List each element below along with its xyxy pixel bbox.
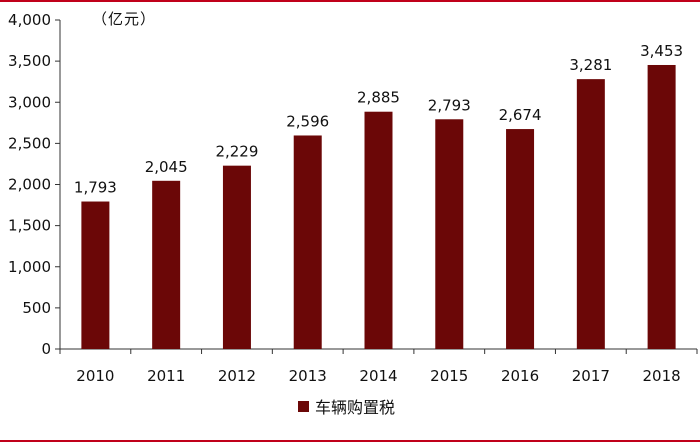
data-label: 1,793 xyxy=(74,179,117,197)
data-label: 3,453 xyxy=(640,42,683,60)
bar xyxy=(435,119,464,349)
data-label: 2,229 xyxy=(215,143,258,161)
unit-label: （亿元） xyxy=(92,10,157,28)
legend-label: 车辆购置税 xyxy=(315,398,396,417)
data-label: 3,281 xyxy=(569,56,612,74)
data-label: 2,885 xyxy=(357,89,400,107)
top-border-line xyxy=(0,0,700,2)
legend: 车辆购置税 xyxy=(298,394,395,418)
y-tick-label: 2,000 xyxy=(8,176,51,194)
x-tick-label: 2013 xyxy=(289,367,327,385)
y-tick-label: 1,000 xyxy=(8,258,51,276)
x-tick-label: 2018 xyxy=(643,367,681,385)
legend-swatch xyxy=(298,400,309,412)
data-label: 2,596 xyxy=(286,112,329,130)
bar xyxy=(364,111,393,350)
x-tick-label: 2015 xyxy=(430,367,468,385)
y-tick-label: 1,500 xyxy=(8,217,51,235)
y-tick-label: 2,500 xyxy=(8,134,51,152)
y-tick-label: 0 xyxy=(41,340,51,358)
y-tick-label: 500 xyxy=(22,299,51,317)
x-tick-label: 2010 xyxy=(76,367,114,385)
x-tick-label: 2016 xyxy=(501,367,539,385)
y-tick-label: 4,000 xyxy=(8,11,51,29)
bar xyxy=(222,165,251,349)
bar xyxy=(152,180,181,349)
data-label: 2,674 xyxy=(499,106,542,124)
bar xyxy=(81,201,110,349)
y-tick-label: 3,500 xyxy=(8,52,51,70)
x-tick-label: 2014 xyxy=(359,367,397,385)
bar xyxy=(647,64,676,349)
y-tick-label: 3,000 xyxy=(8,93,51,111)
x-tick-label: 2012 xyxy=(218,367,256,385)
bottom-border-line xyxy=(0,440,700,442)
bar xyxy=(576,79,605,349)
data-label: 2,793 xyxy=(428,96,471,114)
bar xyxy=(293,135,322,349)
x-tick-label: 2017 xyxy=(572,367,610,385)
x-tick-label: 2011 xyxy=(147,367,185,385)
bar xyxy=(506,129,535,349)
data-label: 2,045 xyxy=(145,158,188,176)
